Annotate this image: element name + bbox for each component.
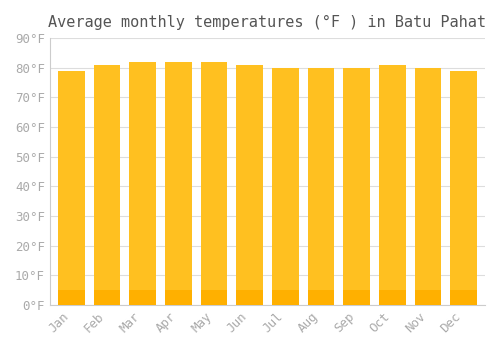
Bar	[200, 62, 228, 305]
Bar	[308, 290, 334, 305]
Bar	[379, 290, 406, 305]
Bar	[200, 290, 228, 305]
Bar	[58, 290, 84, 305]
Bar	[129, 290, 156, 305]
Bar	[94, 65, 120, 305]
Bar	[272, 290, 298, 305]
Title: Average monthly temperatures (°F ) in Batu Pahat: Average monthly temperatures (°F ) in Ba…	[48, 15, 486, 30]
Bar	[450, 71, 477, 305]
Bar	[129, 62, 156, 305]
Bar	[343, 290, 370, 305]
Bar	[236, 290, 263, 305]
Bar	[165, 62, 192, 305]
Bar	[236, 65, 263, 305]
Bar	[58, 71, 84, 305]
Bar	[94, 290, 120, 305]
Bar	[450, 290, 477, 305]
Bar	[379, 65, 406, 305]
Bar	[165, 290, 192, 305]
Bar	[414, 290, 442, 305]
Bar	[414, 68, 442, 305]
Bar	[343, 68, 370, 305]
Bar	[272, 68, 298, 305]
Bar	[308, 68, 334, 305]
